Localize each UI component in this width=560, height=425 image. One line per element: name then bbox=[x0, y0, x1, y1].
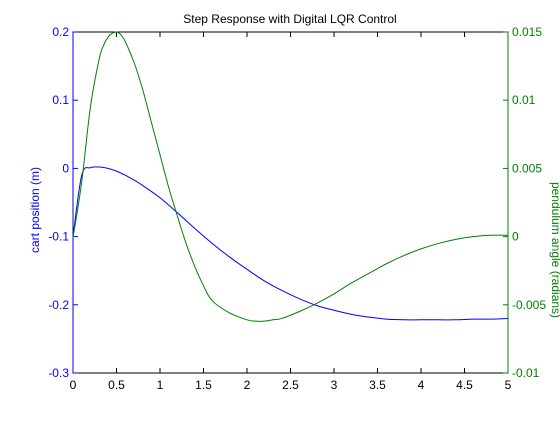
right-tick-label: 0.01 bbox=[512, 93, 536, 107]
left-tick-label: -0.2 bbox=[48, 298, 69, 312]
left-tick-label: -0.3 bbox=[48, 366, 69, 380]
plot-lines bbox=[72, 31, 509, 322]
right-tick-label: -0.005 bbox=[512, 298, 546, 312]
x-tick-label: 1.5 bbox=[195, 378, 212, 392]
chart-title: Step Response with Digital LQR Control bbox=[183, 12, 396, 26]
x-tick-label: 3.5 bbox=[369, 378, 386, 392]
x-tick-label: 4 bbox=[418, 378, 425, 392]
right-tick-label: 0 bbox=[512, 230, 519, 244]
x-tick-label: 0 bbox=[70, 378, 77, 392]
left-tick-label: 0.2 bbox=[52, 25, 69, 39]
left-axis-label: cart position (m) bbox=[28, 167, 42, 253]
x-tick-label: 5 bbox=[505, 378, 512, 392]
x-tick-label: 3 bbox=[331, 378, 338, 392]
right-tick-label: -0.01 bbox=[512, 366, 540, 380]
right-tick-label: 0.005 bbox=[512, 161, 542, 175]
left-tick-label: -0.1 bbox=[48, 230, 69, 244]
x-tick-label: 4.5 bbox=[456, 378, 473, 392]
series-line-cart-position bbox=[72, 166, 509, 321]
plot-frame bbox=[72, 31, 509, 374]
x-tick-label: 1 bbox=[157, 378, 164, 392]
x-axis: 0 0.5 1 1.5 2 2.5 3 3.5 4 4.5 5 bbox=[70, 32, 512, 392]
x-tick-label: 0.5 bbox=[108, 378, 125, 392]
right-tick-label: 0.015 bbox=[512, 25, 542, 39]
left-tick-label: 0.1 bbox=[52, 93, 69, 107]
x-tick-label: 2 bbox=[244, 378, 251, 392]
right-axis-label: pendulum angle (radians) bbox=[549, 182, 560, 318]
left-tick-label: 0 bbox=[62, 161, 69, 175]
series-line-pendulum-angle bbox=[72, 31, 509, 322]
x-tick-label: 2.5 bbox=[282, 378, 299, 392]
left-y-axis: -0.3 -0.2 -0.1 0 0.1 0.2 bbox=[48, 25, 78, 380]
right-y-axis: -0.01 -0.005 0 0.005 0.01 0.015 bbox=[503, 25, 546, 380]
